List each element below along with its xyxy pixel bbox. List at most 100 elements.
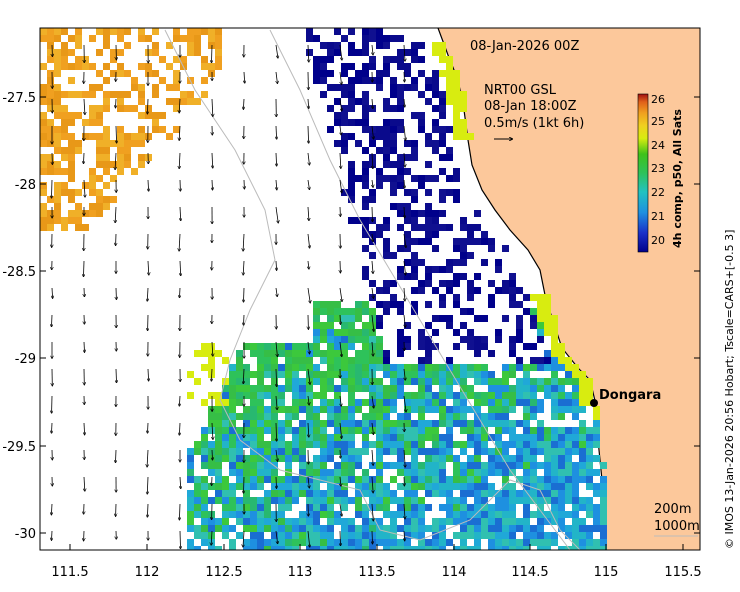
- sst-pixel: [390, 476, 397, 483]
- sst-pixel: [103, 77, 110, 84]
- sst-pixel: [355, 315, 362, 322]
- sst-pixel: [383, 140, 390, 147]
- sst-pixel: [355, 336, 362, 343]
- sst-pixel: [362, 546, 369, 550]
- sst-pixel: [362, 217, 369, 224]
- sst-pixel: [418, 469, 425, 476]
- sst-pixel: [355, 476, 362, 483]
- sst-pixel: [271, 476, 278, 483]
- sst-pixel: [516, 490, 523, 497]
- sst-pixel: [404, 511, 411, 518]
- sst-pixel: [586, 504, 593, 511]
- sst-pixel: [362, 203, 369, 210]
- sst-pixel: [439, 301, 446, 308]
- sst-pixel: [117, 168, 124, 175]
- sst-pixel: [250, 504, 257, 511]
- sst-pixel: [474, 399, 481, 406]
- sst-pixel: [341, 539, 348, 546]
- x-tick-label: 112: [135, 565, 160, 580]
- sst-pixel: [348, 84, 355, 91]
- sst-pixel: [355, 462, 362, 469]
- sst-pixel: [460, 308, 467, 315]
- sst-pixel: [54, 91, 61, 98]
- sst-pixel: [425, 224, 432, 231]
- sst-pixel: [313, 63, 320, 70]
- sst-pixel: [110, 56, 117, 63]
- sst-pixel: [411, 287, 418, 294]
- sst-pixel: [404, 378, 411, 385]
- sst-pixel: [432, 91, 439, 98]
- sst-pixel: [383, 525, 390, 532]
- current-vector: [403, 395, 406, 412]
- current-vector: [148, 368, 149, 381]
- sst-pixel: [138, 140, 145, 147]
- sst-pixel: [411, 490, 418, 497]
- sst-pixel: [572, 385, 579, 392]
- sst-pixel: [341, 364, 348, 371]
- sst-pixel: [54, 112, 61, 119]
- sst-pixel: [600, 539, 607, 546]
- current-vector: [180, 476, 181, 488]
- sst-pixel: [334, 469, 341, 476]
- sst-pixel: [327, 350, 334, 357]
- sst-pixel: [103, 28, 110, 35]
- sst-pixel: [383, 413, 390, 420]
- current-vector: [404, 206, 405, 218]
- sst-pixel: [558, 413, 565, 420]
- sst-pixel: [383, 35, 390, 42]
- sst-pixel: [292, 497, 299, 504]
- sst-pixel: [467, 469, 474, 476]
- current-vector: [308, 476, 309, 488]
- sst-pixel: [446, 224, 453, 231]
- sst-pixel: [355, 525, 362, 532]
- sst-pixel: [243, 476, 250, 483]
- sst-pixel: [558, 399, 565, 406]
- sst-pixel: [201, 462, 208, 469]
- sst-pixel: [495, 497, 502, 504]
- sst-pixel: [271, 539, 278, 546]
- sst-pixel: [271, 343, 278, 350]
- sst-pixel: [432, 217, 439, 224]
- sst-pixel: [460, 238, 467, 245]
- sst-pixel: [586, 483, 593, 490]
- sst-pixel: [348, 119, 355, 126]
- sst-pixel: [502, 371, 509, 378]
- sst-pixel: [397, 245, 404, 252]
- sst-pixel: [481, 399, 488, 406]
- sst-pixel: [117, 98, 124, 105]
- sst-pixel: [509, 434, 516, 441]
- sst-pixel: [460, 504, 467, 511]
- sst-pixel: [313, 525, 320, 532]
- colorbar-tick: 22: [651, 186, 665, 199]
- sst-pixel: [341, 84, 348, 91]
- sst-pixel: [495, 546, 502, 550]
- sst-pixel: [243, 546, 250, 550]
- sst-pixel: [334, 84, 341, 91]
- sst-pixel: [467, 525, 474, 532]
- sst-pixel: [117, 161, 124, 168]
- sst-pixel: [383, 420, 390, 427]
- sst-pixel: [418, 378, 425, 385]
- sst-pixel: [467, 133, 474, 140]
- sst-pixel: [474, 539, 481, 546]
- sst-pixel: [355, 77, 362, 84]
- sst-pixel: [488, 525, 495, 532]
- sst-pixel: [467, 511, 474, 518]
- sst-pixel: [285, 427, 292, 434]
- sst-pixel: [376, 175, 383, 182]
- sst-pixel: [376, 448, 383, 455]
- sst-pixel: [453, 371, 460, 378]
- sst-pixel: [411, 469, 418, 476]
- sst-pixel: [558, 343, 565, 350]
- sst-pixel: [446, 406, 453, 413]
- sst-pixel: [271, 497, 278, 504]
- sst-pixel: [201, 539, 208, 546]
- sst-pixel: [138, 84, 145, 91]
- sst-pixel: [40, 140, 47, 147]
- sst-pixel: [537, 399, 544, 406]
- sst-pixel: [411, 224, 418, 231]
- sst-pixel: [523, 483, 530, 490]
- sst-pixel: [75, 189, 82, 196]
- sst-pixel: [418, 518, 425, 525]
- sst-pixel: [425, 210, 432, 217]
